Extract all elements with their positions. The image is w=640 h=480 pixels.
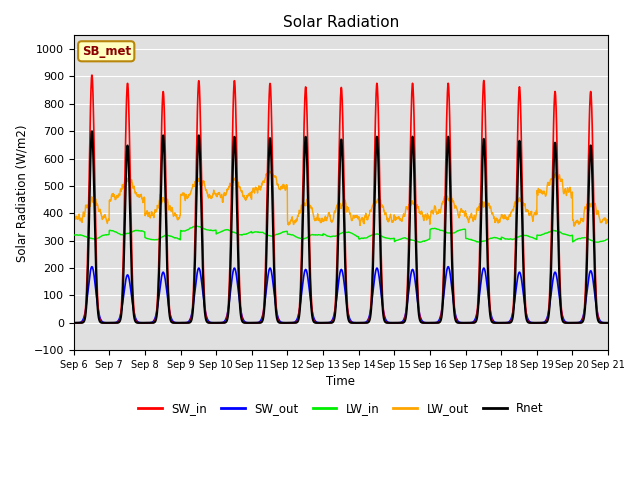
Y-axis label: Solar Radiation (W/m2): Solar Radiation (W/m2)	[15, 124, 28, 262]
X-axis label: Time: Time	[326, 375, 355, 388]
Legend: SW_in, SW_out, LW_in, LW_out, Rnet: SW_in, SW_out, LW_in, LW_out, Rnet	[133, 397, 548, 420]
Title: Solar Radiation: Solar Radiation	[283, 15, 399, 30]
Text: SB_met: SB_met	[82, 45, 131, 58]
